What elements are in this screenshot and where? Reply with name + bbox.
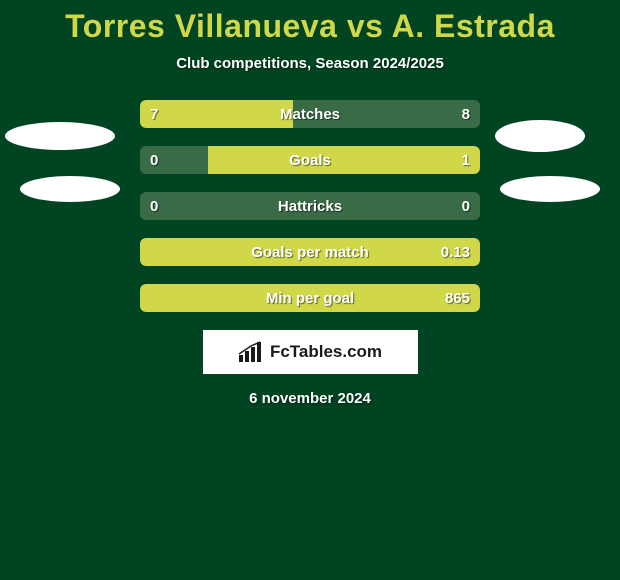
placeholder-ellipse [20,176,120,202]
stat-value-right: 1 [462,146,470,174]
stat-label: Goals [140,146,480,174]
stat-label: Matches [140,100,480,128]
placeholder-ellipse [495,120,585,152]
stat-row: 0Goals1 [140,146,480,174]
chart-icon [238,341,264,363]
stat-label: Min per goal [140,284,480,312]
stat-value-right: 0 [462,192,470,220]
logo-text: FcTables.com [270,342,382,362]
stats-rows: 7Matches80Goals10Hattricks0Goals per mat… [140,100,480,312]
stat-value-right: 0.13 [441,238,470,266]
placeholder-ellipse [500,176,600,202]
subtitle: Club competitions, Season 2024/2025 [0,55,620,72]
stat-row: 7Matches8 [140,100,480,128]
page-title: Torres Villanueva vs A. Estrada [0,0,620,45]
stat-label: Hattricks [140,192,480,220]
stat-value-right: 8 [462,100,470,128]
stat-row: Min per goal865 [140,284,480,312]
footer-logo: FcTables.com [203,330,418,374]
date: 6 november 2024 [0,390,620,407]
stat-row: Goals per match0.13 [140,238,480,266]
stat-row: 0Hattricks0 [140,192,480,220]
placeholder-ellipse [5,122,115,150]
stat-label: Goals per match [140,238,480,266]
stat-value-right: 865 [445,284,470,312]
